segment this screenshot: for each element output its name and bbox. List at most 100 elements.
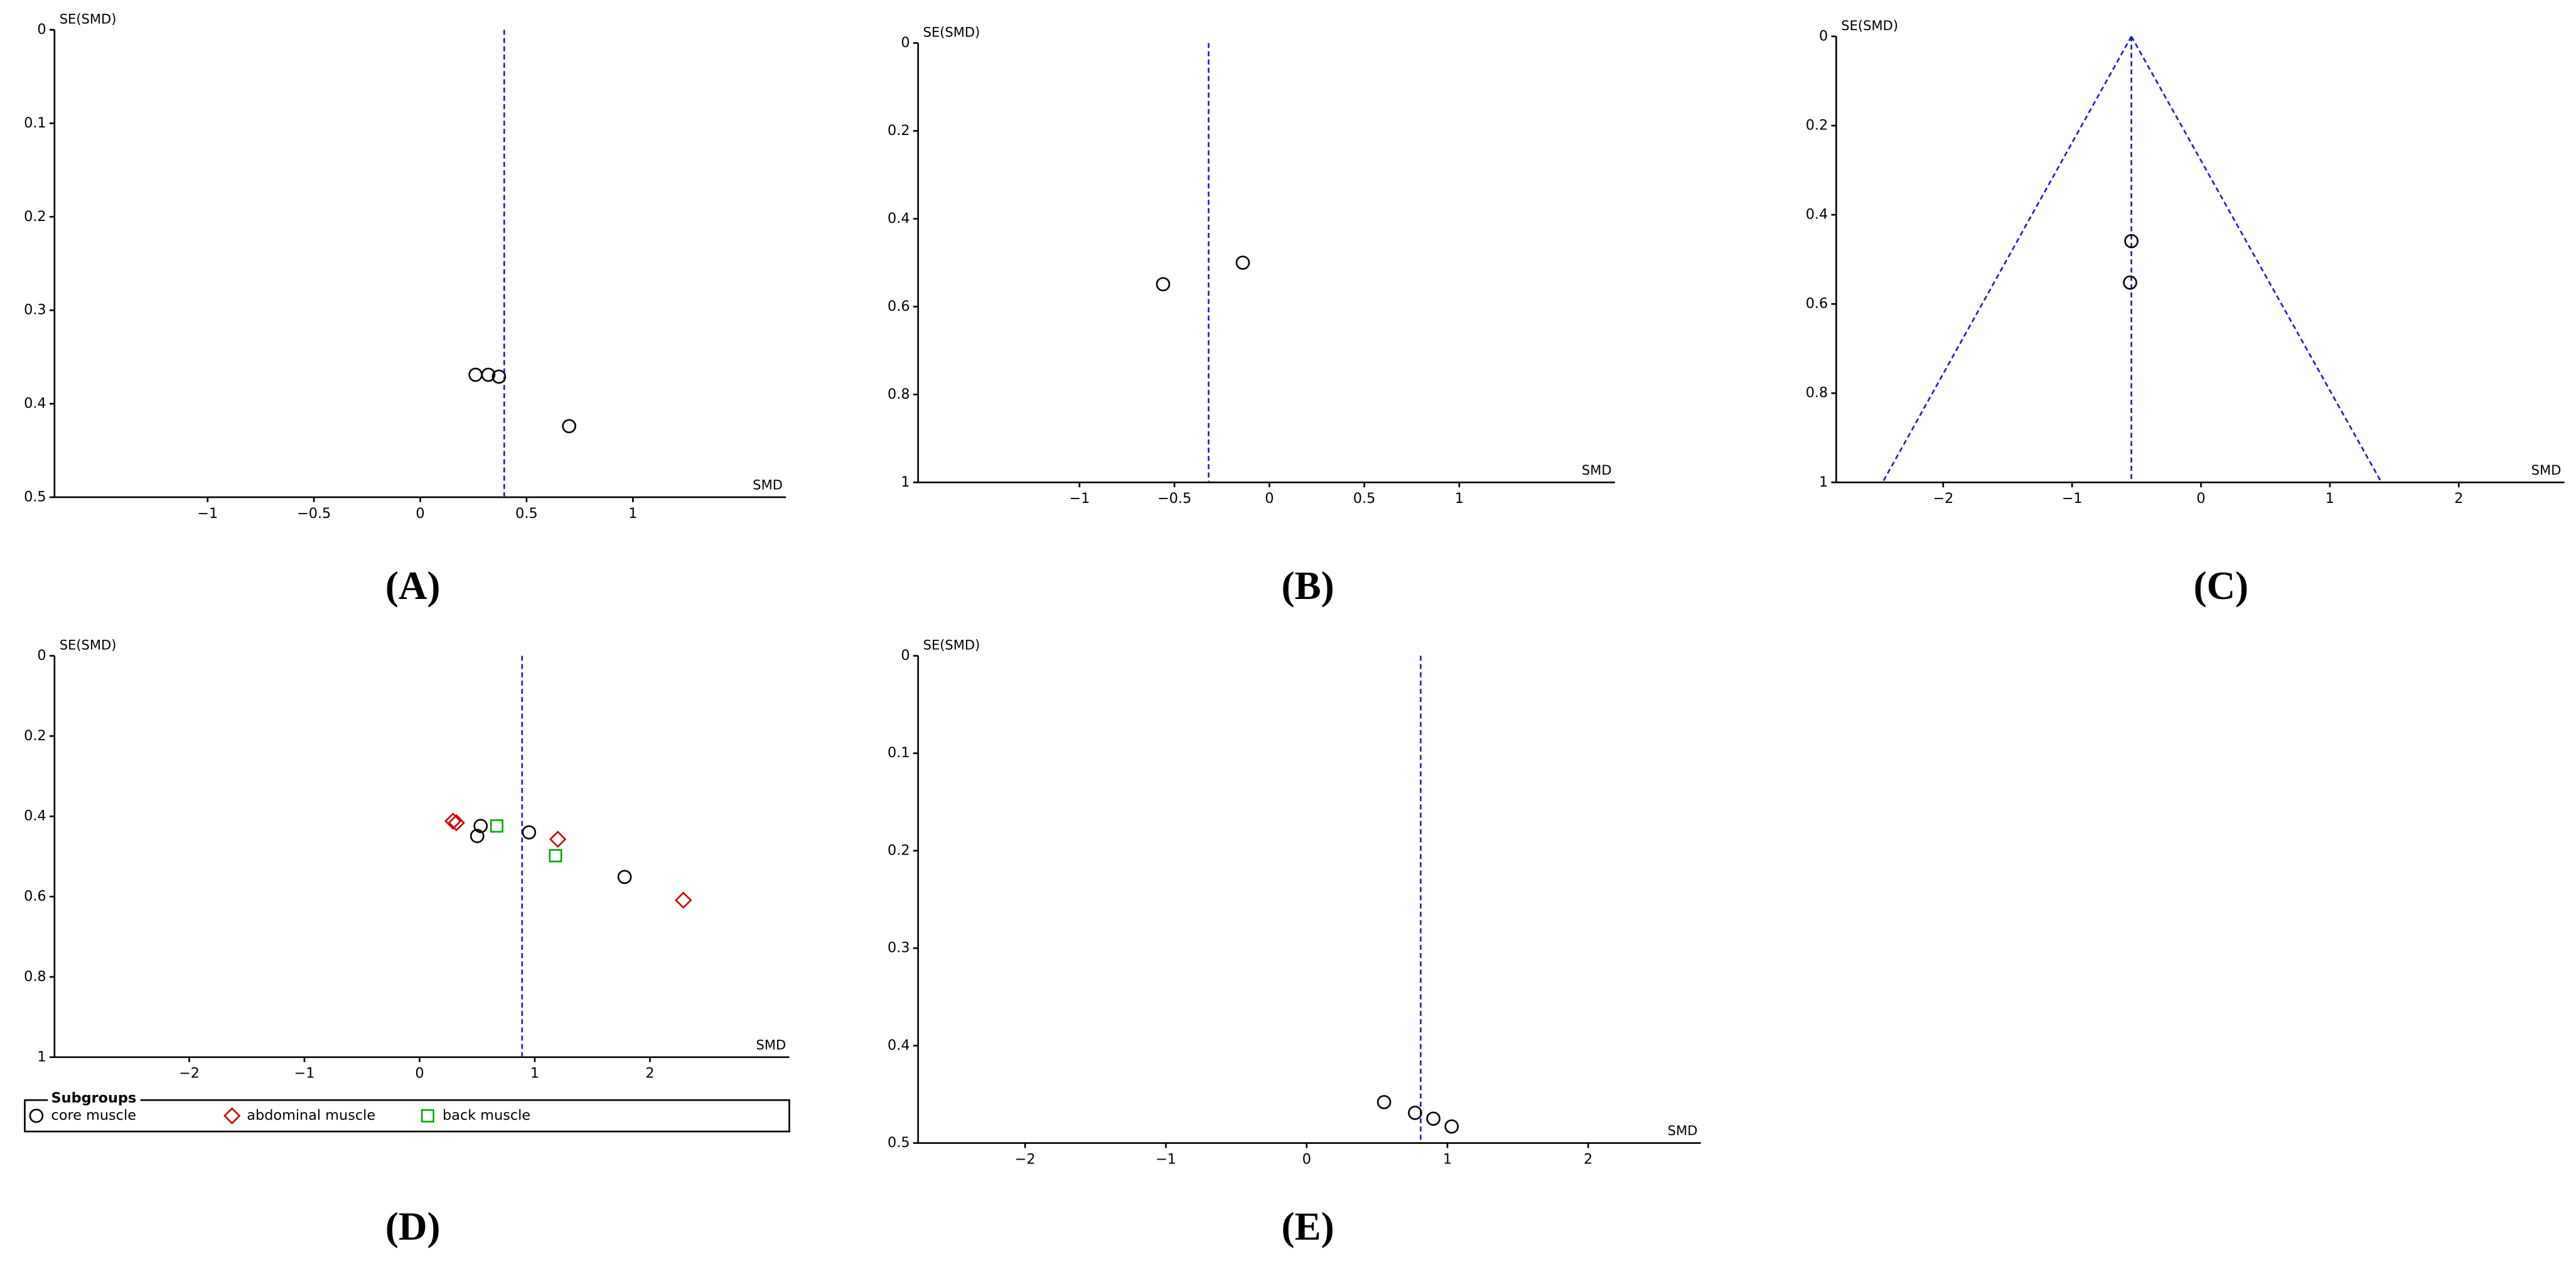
- y-tick-label: 0.4: [24, 396, 46, 412]
- panel-label: (D): [385, 1205, 441, 1249]
- x-tick-label: −0.5: [1157, 490, 1191, 507]
- legend-label: back muscle: [443, 1108, 530, 1124]
- point-circle: [1426, 1111, 1441, 1126]
- y-tick-label: 0: [37, 21, 46, 38]
- point-circle: [491, 369, 507, 384]
- y-tick-label: 0: [37, 647, 46, 664]
- point-circle: [473, 819, 488, 833]
- point-diamond: [674, 892, 692, 909]
- y-tick-label: 0.2: [24, 728, 46, 744]
- y-tick-label: 0.8: [24, 968, 46, 984]
- x-tick-label: 0: [1302, 1151, 1311, 1167]
- panel-label: (A): [385, 564, 441, 608]
- x-tick-label: 0: [415, 1065, 424, 1082]
- y-tick-label: 0: [901, 647, 910, 664]
- x-tick-label: 1: [2326, 490, 2334, 507]
- y-tick-label: 0.1: [888, 745, 910, 761]
- x-tick-label: −1: [1069, 490, 1090, 507]
- x-tick-label: 2: [1584, 1151, 1592, 1167]
- y-tick-label: 1: [901, 474, 910, 490]
- funnel-line: [2130, 36, 2383, 483]
- point-square: [549, 849, 562, 863]
- x-tick-label: 0: [2196, 490, 2205, 507]
- x-tick-label: 2: [2454, 490, 2463, 507]
- point-circle: [1235, 256, 1250, 270]
- x-tick-label: −2: [1015, 1151, 1036, 1167]
- point-circle: [2124, 234, 2139, 249]
- y-tick-label: 1: [37, 1049, 46, 1065]
- x-tick-label: −0.5: [297, 505, 331, 522]
- point-circle: [1156, 277, 1171, 291]
- x-tick-label: 1: [628, 505, 637, 522]
- point-circle: [1377, 1095, 1392, 1109]
- point-square: [421, 1109, 434, 1123]
- y-axis-label: SE(SMD): [60, 637, 117, 653]
- y-tick-label: 0.6: [24, 888, 46, 905]
- y-axis-label: SE(SMD): [923, 637, 980, 653]
- y-tick-label: 0.6: [1806, 296, 1828, 312]
- y-tick-label: 0.8: [1806, 385, 1828, 401]
- legend-title: Subgroups: [51, 1090, 137, 1106]
- point-diamond: [223, 1107, 241, 1124]
- legend-title-bg: [48, 1093, 141, 1107]
- x-axis-label: SMD: [753, 477, 783, 493]
- y-tick-label: 0.2: [888, 842, 910, 858]
- y-tick-label: 1: [1819, 474, 1828, 490]
- y-tick-label: 0.6: [888, 298, 910, 315]
- y-tick-label: 0.1: [24, 115, 46, 131]
- point-circle: [481, 367, 496, 382]
- x-tick-label: 1: [1443, 1151, 1452, 1167]
- point-circle: [2123, 275, 2137, 290]
- point-circle: [1408, 1106, 1422, 1120]
- point-circle: [617, 870, 632, 885]
- x-axis-label: SMD: [756, 1037, 786, 1052]
- y-tick-label: 0.4: [1806, 207, 1828, 223]
- y-tick-label: 0.2: [888, 122, 910, 139]
- y-tick-label: 0.4: [888, 1037, 910, 1054]
- x-tick-label: −2: [1933, 490, 1953, 507]
- legend-label: abdominal muscle: [247, 1108, 375, 1124]
- panel-label: (C): [2194, 564, 2249, 608]
- y-tick-label: 0.2: [24, 208, 46, 225]
- funnel-line: [1882, 36, 2132, 483]
- y-tick-label: 0.3: [24, 302, 46, 318]
- point-diamond: [549, 830, 567, 848]
- y-axis-label: SE(SMD): [1841, 18, 1898, 33]
- x-tick-label: −1: [1156, 1151, 1176, 1167]
- y-tick-label: 0.4: [24, 808, 46, 824]
- y-tick-label: 0: [1819, 28, 1828, 44]
- x-axis-label: SMD: [1668, 1123, 1698, 1138]
- point-square: [490, 819, 503, 833]
- x-tick-label: −2: [179, 1065, 200, 1082]
- point-circle: [468, 367, 483, 382]
- point-circle: [470, 829, 485, 843]
- x-tick-label: −1: [294, 1065, 315, 1082]
- y-tick-label: 0.8: [888, 386, 910, 402]
- y-axis-label: SE(SMD): [923, 24, 980, 40]
- y-tick-label: 0.3: [888, 940, 910, 956]
- x-tick-label: 0.5: [1353, 490, 1376, 507]
- y-axis-label: SE(SMD): [60, 11, 117, 27]
- y-tick-label: 0.2: [1806, 117, 1828, 134]
- x-tick-label: 0.5: [515, 505, 538, 522]
- x-axis-label: SMD: [1582, 462, 1612, 478]
- point-diamond: [444, 812, 462, 830]
- x-tick-label: 2: [645, 1065, 654, 1082]
- point-circle: [29, 1108, 44, 1123]
- x-tick-label: 0: [416, 505, 424, 522]
- x-tick-label: −1: [2062, 490, 2083, 507]
- y-tick-label: 0: [901, 35, 910, 51]
- point-circle: [562, 419, 576, 434]
- x-tick-label: 1: [1455, 490, 1464, 507]
- x-axis-label: SMD: [2531, 462, 2562, 478]
- y-tick-label: 0.5: [24, 488, 46, 505]
- x-tick-label: −1: [197, 505, 218, 522]
- y-tick-label: 0.4: [888, 210, 910, 227]
- legend-box: [24, 1099, 790, 1133]
- x-tick-label: 1: [530, 1065, 539, 1082]
- y-tick-label: 0.5: [888, 1135, 910, 1151]
- panel-label: (E): [1281, 1205, 1334, 1249]
- x-tick-label: 0: [1265, 490, 1274, 507]
